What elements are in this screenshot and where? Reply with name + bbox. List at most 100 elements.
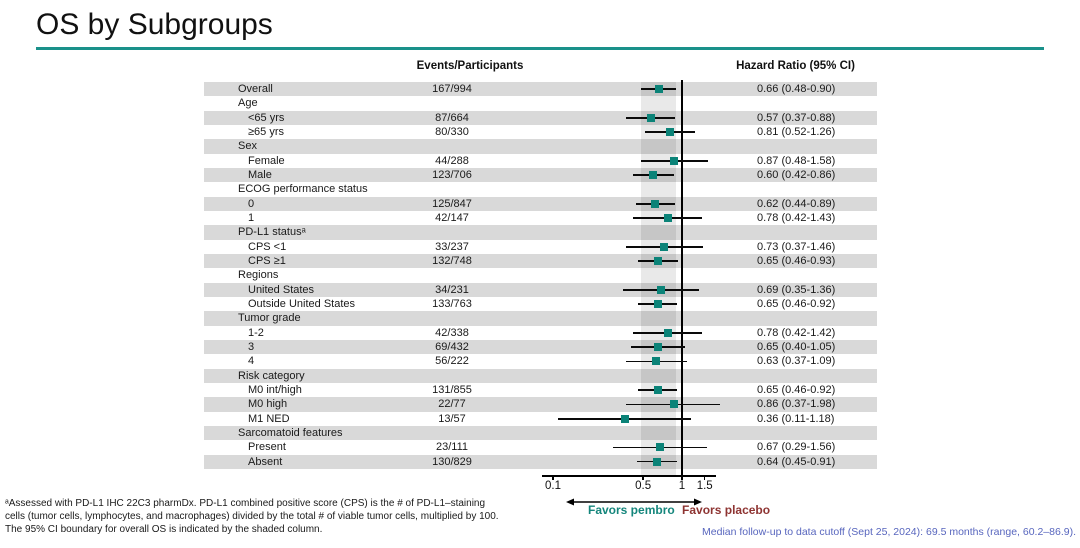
axis-tick-label: 1.5 [696,480,713,492]
row-stripe [204,167,877,183]
row-label: 3 [248,340,255,353]
hr-marker [653,386,662,395]
events-value: 130/829 [432,455,472,468]
hr-value: 0.60 (0.42-0.86) [757,168,836,181]
events-column-header: Events/Participants [416,60,524,72]
events-value: 87/664 [435,111,469,124]
reference-line [681,80,683,475]
events-value: 132/748 [432,254,472,267]
hr-value: 0.81 (0.52-1.26) [757,125,836,138]
favors-pembro-label: Favors pembro [588,503,675,517]
row-label: <65 yrs [248,111,285,124]
hr-value: 0.65 (0.46-0.92) [757,297,836,310]
row-stripe [204,253,877,269]
events-value: 13/57 [438,412,466,425]
events-value: 33/237 [435,240,469,253]
row-label: M1 NED [248,412,290,425]
footnote-line: ᵃAssessed with PD-L1 IHC 22C3 pharmDx. P… [5,498,486,509]
events-value: 123/706 [432,168,472,181]
footnote: ᵃAssessed with PD-L1 IHC 22C3 pharmDx. P… [5,497,499,536]
events-value: 44/288 [435,154,469,167]
events-value: 42/147 [435,211,469,224]
hr-value: 0.63 (0.37-1.09) [757,355,836,368]
hr-value: 0.86 (0.37-1.98) [757,398,836,411]
axis-tick-label: 0.1 [545,480,561,492]
hr-marker [654,85,663,94]
row-label: Female [248,154,285,167]
events-value: 133/763 [432,297,472,310]
axis-tick-label: 0.5 [635,480,652,492]
hr-value: 0.65 (0.46-0.93) [757,254,836,267]
events-value: 56/222 [435,355,469,368]
page-title: OS by Subgroups [36,8,273,41]
hr-marker [620,414,629,423]
row-label: Age [238,97,258,110]
row-label: ECOG performance status [238,183,368,196]
axis-tick [642,475,644,480]
row-label: 1 [248,211,255,224]
row-stripe [204,454,877,469]
row-label: CPS <1 [248,240,287,253]
row-label: Risk category [238,369,305,382]
x-axis [542,475,716,477]
hr-value: 0.36 (0.11-1.18) [757,412,835,425]
row-label: Overall [238,83,273,95]
median-followup-note: Median follow-up to data cutoff (Sept 25… [702,526,1076,538]
row-label: Tumor grade [238,312,301,325]
title-rule [36,47,1044,50]
hr-marker [649,171,658,180]
row-label: M0 int/high [248,383,302,396]
row-stripe [204,425,877,441]
hr-marker [653,343,662,352]
footnote-line: cells (tumor cells, lymphocytes, and mac… [5,511,499,522]
events-value: 23/111 [435,441,468,454]
events-value: 125/847 [432,197,472,210]
events-value: 167/994 [432,83,472,95]
row-stripe [204,368,877,383]
hr-marker [653,257,662,266]
hr-marker [669,400,678,409]
hr-value: 0.73 (0.37-1.46) [757,240,836,253]
row-label: Outside United States [248,297,356,310]
hr-marker [664,214,673,223]
events-value: 34/231 [435,283,469,296]
footnote-line: The 95% CI boundary for overall OS is in… [5,524,323,535]
row-label: 1-2 [248,326,264,339]
row-label: Male [248,168,272,181]
hr-value: 0.57 (0.37-0.88) [757,111,836,124]
hr-value: 0.87 (0.48-1.58) [757,154,836,167]
overall-ci-band [640,82,677,475]
events-value: 22/77 [438,398,466,411]
hr-column-header: Hazard Ratio (95% CI) [736,60,855,72]
row-label: 4 [248,355,255,368]
hr-marker [653,300,662,309]
hr-value: 0.69 (0.35-1.36) [757,283,836,296]
axis-tick-label: 1 [678,480,686,492]
favors-labels: Favors pembro Favors placebo [588,503,770,517]
events-value: 80/330 [435,125,469,138]
hr-marker [655,443,664,452]
row-label: PD-L1 statusᵃ [238,226,306,239]
hr-value: 0.65 (0.46-0.92) [757,383,836,396]
hr-marker [652,357,661,366]
hr-marker [651,199,660,208]
row-stripe [204,397,877,412]
row-label: M0 high [248,398,288,411]
row-label: Sarcomatoid features [238,426,343,439]
hr-marker [660,242,669,251]
row-label: United States [248,283,315,296]
hr-marker [657,285,666,294]
row-label: 0 [248,197,255,210]
row-label: Sex [238,140,257,153]
row-stripe [204,339,877,355]
row-stripe [204,225,877,240]
events-value: 131/855 [432,383,472,396]
row-label: Regions [238,269,279,282]
row-stripe [204,110,877,125]
axis-tick [703,475,706,480]
axis-tick [552,475,554,480]
hr-value: 0.78 (0.42-1.43) [757,211,836,224]
hr-value: 0.64 (0.45-0.91) [757,455,836,468]
hr-value: 0.78 (0.42-1.42) [757,326,836,339]
